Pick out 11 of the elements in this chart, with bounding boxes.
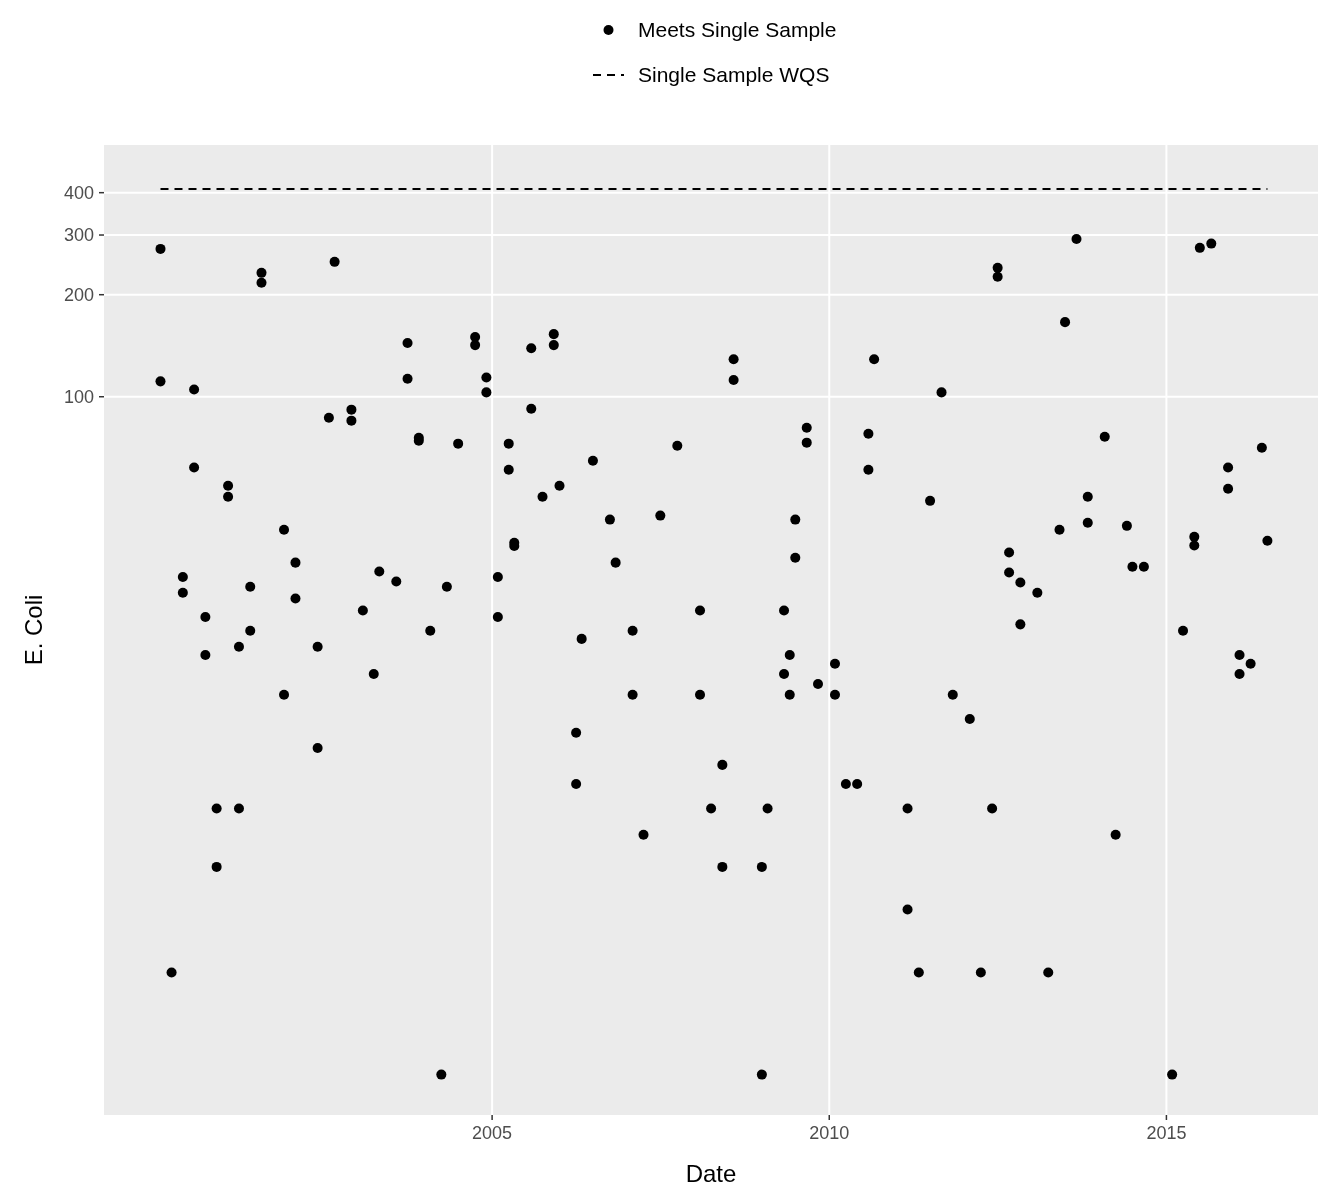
y-axis-title: E. Coli (20, 594, 47, 666)
x-tick-label: 2015 (1146, 1123, 1187, 1143)
y-tick-label: 100 (63, 386, 94, 407)
legend-label: Single Sample WQS (638, 63, 830, 86)
x-tick-label: 2005 (472, 1123, 513, 1143)
y-tick-label: 400 (63, 182, 94, 203)
y-tick-label: 300 (63, 225, 94, 246)
y-tick-label: 200 (63, 284, 94, 305)
x-tick-label: 2010 (809, 1123, 850, 1143)
legend-label: Meets Single Sample (638, 18, 837, 41)
x-axis-title: Date (685, 1160, 737, 1187)
